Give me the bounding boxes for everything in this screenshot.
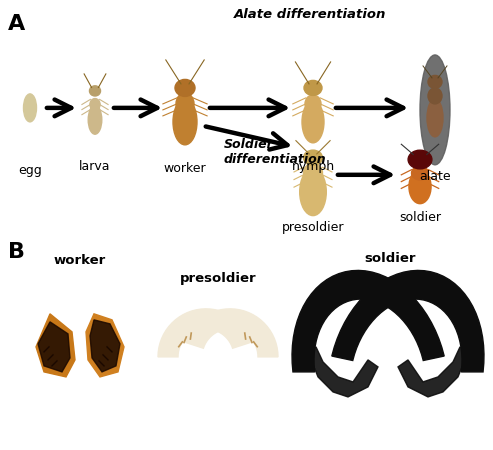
Ellipse shape [412, 166, 428, 180]
Polygon shape [90, 320, 120, 372]
Ellipse shape [175, 79, 195, 96]
Polygon shape [38, 322, 70, 372]
Text: egg: egg [18, 164, 42, 177]
Polygon shape [292, 270, 444, 372]
Ellipse shape [304, 163, 322, 182]
Ellipse shape [420, 55, 450, 165]
Text: soldier: soldier [399, 211, 441, 224]
Text: B: B [8, 242, 25, 262]
Polygon shape [184, 309, 278, 357]
Ellipse shape [176, 93, 194, 115]
Text: soldier: soldier [364, 252, 416, 265]
Text: alate: alate [419, 170, 451, 183]
Ellipse shape [408, 150, 432, 169]
Ellipse shape [302, 101, 324, 143]
Text: presoldier: presoldier [179, 272, 256, 285]
Polygon shape [308, 347, 378, 397]
Polygon shape [158, 309, 251, 357]
Ellipse shape [304, 150, 322, 165]
Polygon shape [36, 314, 75, 377]
Polygon shape [398, 347, 468, 397]
Polygon shape [332, 270, 484, 372]
Ellipse shape [173, 99, 197, 145]
Text: A: A [8, 14, 25, 34]
Ellipse shape [24, 94, 36, 122]
Ellipse shape [90, 99, 100, 110]
Text: nymph: nymph [291, 160, 335, 173]
Ellipse shape [428, 88, 442, 104]
Text: worker: worker [54, 254, 106, 267]
Text: presoldier: presoldier [282, 221, 344, 234]
Text: larva: larva [79, 160, 111, 173]
Ellipse shape [88, 105, 102, 134]
Text: Soldier
differentiation: Soldier differentiation [224, 138, 327, 166]
Ellipse shape [89, 86, 101, 96]
Polygon shape [86, 314, 124, 377]
Text: worker: worker [164, 162, 206, 175]
Text: Alate differentiation: Alate differentiation [234, 8, 386, 21]
Ellipse shape [304, 81, 322, 95]
Ellipse shape [305, 95, 321, 113]
Ellipse shape [300, 168, 326, 216]
Ellipse shape [428, 76, 442, 88]
Ellipse shape [427, 99, 443, 137]
Ellipse shape [409, 170, 431, 204]
